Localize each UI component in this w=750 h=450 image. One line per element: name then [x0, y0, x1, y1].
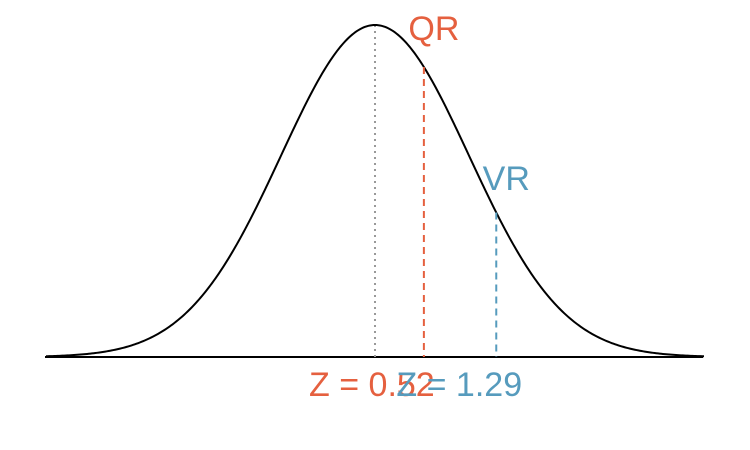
- vr-z-label: Z = 1.29: [396, 366, 522, 404]
- qr-label: QR: [408, 10, 459, 48]
- vr-label: VR: [483, 160, 530, 198]
- normal-curve: [45, 23, 705, 358]
- qr-z-label: Z = 0.52: [309, 366, 435, 404]
